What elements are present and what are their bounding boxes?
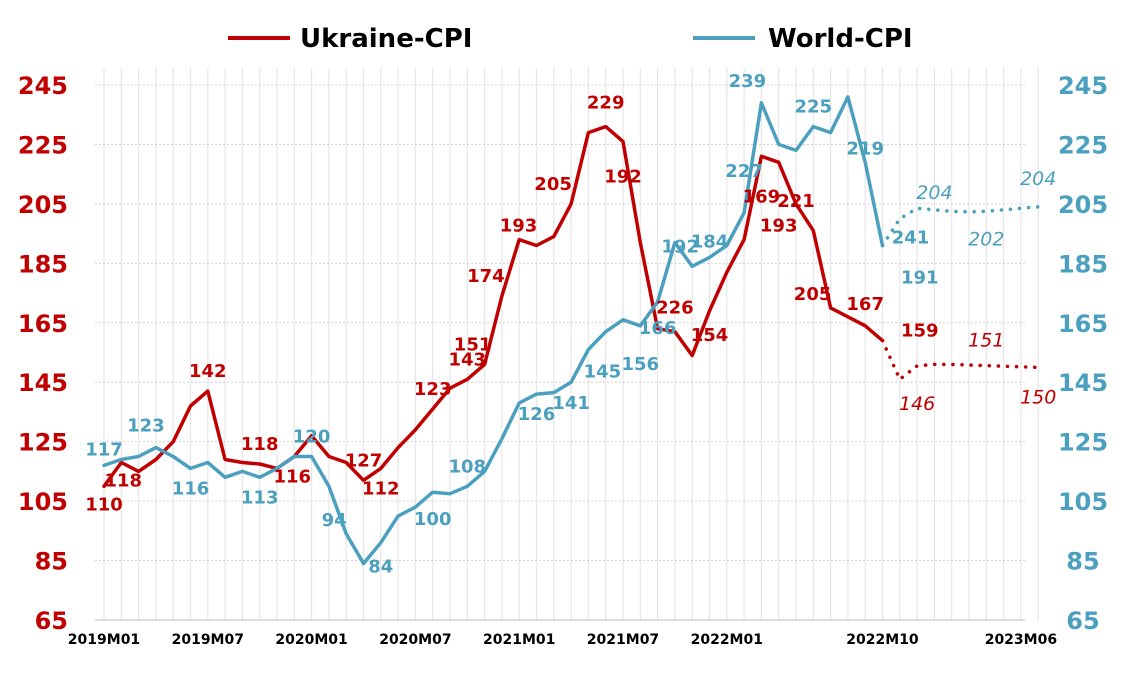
data-label-ukraine: 167 <box>846 294 884 315</box>
left-y-tick-label: 125 <box>18 429 68 457</box>
right-y-tick-label: 125 <box>1058 429 1108 457</box>
data-label-ukraine: 226 <box>656 298 694 319</box>
forecast-label-ukraine: 150 <box>1020 386 1056 408</box>
data-label-ukraine: 118 <box>241 434 279 455</box>
data-label-ukraine: 143 <box>449 349 487 370</box>
data-label-ukraine: 154 <box>691 325 729 346</box>
data-label-world: 113 <box>241 487 279 508</box>
data-labels: 1101181421181161271121231431511741932052… <box>85 71 1056 578</box>
data-label-ukraine: 169 <box>743 186 781 207</box>
left-y-tick-label: 205 <box>18 191 68 219</box>
data-label-ukraine: 193 <box>500 216 538 237</box>
forecast-label-ukraine: 146 <box>899 393 935 415</box>
data-label-ukraine: 205 <box>794 284 832 305</box>
left-y-tick-label: 165 <box>18 310 68 338</box>
data-label-world: 123 <box>127 416 165 437</box>
data-label-world: 117 <box>85 439 123 460</box>
data-label-ukraine: 118 <box>105 470 143 491</box>
right-y-tick-label: 65 <box>1066 607 1099 635</box>
legend: Ukraine-CPI World-CPI <box>228 24 913 54</box>
data-label-ukraine: 151 <box>454 334 492 355</box>
data-label-ukraine: 110 <box>85 494 123 515</box>
data-label-world: 184 <box>691 231 729 252</box>
forecast-label-world: 204 <box>1020 168 1056 190</box>
x-tick-label: 2019M07 <box>172 632 244 648</box>
legend-label-world: World-CPI <box>768 24 913 54</box>
forecast-line-world <box>880 205 1040 248</box>
left-y-tick-label: 65 <box>35 607 68 635</box>
data-label-ukraine: 192 <box>604 166 642 187</box>
data-label-ukraine: 112 <box>362 478 400 499</box>
x-tick-label: 2022M01 <box>691 632 763 648</box>
data-label-world: 145 <box>584 362 622 383</box>
data-label-ukraine: 116 <box>274 467 312 488</box>
right-y-tick-label: 145 <box>1058 369 1108 397</box>
data-label-ukraine: 205 <box>534 174 572 195</box>
data-label-ukraine: 123 <box>414 379 452 400</box>
data-label-ukraine: 221 <box>777 191 815 212</box>
data-label-world: 84 <box>368 557 393 578</box>
data-label-world: 126 <box>518 404 556 425</box>
data-label-ukraine: 229 <box>587 93 625 114</box>
left-y-tick-label: 85 <box>35 548 68 576</box>
right-y-tick-label: 185 <box>1058 250 1108 278</box>
forecast-label-ukraine: 151 <box>968 330 1004 352</box>
left-y-tick-label: 145 <box>18 369 68 397</box>
data-label-world: 116 <box>172 478 210 499</box>
x-tick-label: 2020M01 <box>275 632 347 648</box>
data-label-ukraine: 159 <box>901 321 939 342</box>
right-y-tick-label: 85 <box>1066 548 1099 576</box>
data-label-world: 219 <box>846 138 884 159</box>
left-y-axis: 245 225 205 185 165 145 125 105 85 65 <box>18 72 68 635</box>
data-label-ukraine: 174 <box>467 266 505 287</box>
right-y-axis: 245 225 205 185 165 145 125 105 85 65 <box>1058 72 1108 635</box>
forecast-line-ukraine <box>880 338 1040 383</box>
data-label-ukraine: 142 <box>189 361 227 382</box>
x-axis: 2019M01 2019M07 2020M01 2020M07 2021M01 2021M… <box>68 632 1057 648</box>
series-line-ukraine <box>102 124 885 489</box>
right-y-tick-label: 165 <box>1058 310 1108 338</box>
x-tick-label: 2021M01 <box>483 632 555 648</box>
left-y-tick-label: 245 <box>18 72 68 100</box>
data-label-world: 94 <box>322 510 347 531</box>
left-y-tick-label: 225 <box>18 131 68 159</box>
right-y-tick-label: 245 <box>1058 72 1108 100</box>
data-label-world: 166 <box>639 318 677 339</box>
x-tick-label: 2021M07 <box>587 632 659 648</box>
forecast-label-world: 204 <box>916 182 952 204</box>
right-y-tick-label: 105 <box>1058 488 1108 516</box>
data-label-world: 141 <box>552 393 590 414</box>
data-label-world: 191 <box>901 268 939 289</box>
data-label-world: 239 <box>729 71 767 92</box>
data-label-ukraine: 127 <box>345 450 383 471</box>
x-tick-label: 2023M06 <box>985 632 1057 648</box>
legend-label-ukraine: Ukraine-CPI <box>300 24 472 54</box>
data-label-world: 241 <box>892 228 930 249</box>
forecast-label-world: 202 <box>968 228 1004 250</box>
data-label-world: 100 <box>414 509 452 530</box>
data-label-world: 120 <box>293 427 331 448</box>
data-label-world: 108 <box>449 456 487 477</box>
series-line-world <box>102 95 885 566</box>
data-label-world: 156 <box>622 354 660 375</box>
data-label-world: 192 <box>661 236 699 257</box>
grid-lines <box>95 68 1039 621</box>
data-label-world: 227 <box>725 161 763 182</box>
left-y-tick-label: 105 <box>18 488 68 516</box>
data-label-ukraine: 193 <box>760 215 798 236</box>
x-tick-label: 2020M07 <box>379 632 451 648</box>
right-y-tick-label: 225 <box>1058 131 1108 159</box>
right-y-tick-label: 205 <box>1058 191 1108 219</box>
left-y-tick-label: 185 <box>18 250 68 278</box>
x-tick-label: 2019M01 <box>68 632 140 648</box>
x-tick-label: 2022M10 <box>846 632 919 648</box>
data-label-world: 225 <box>795 97 833 118</box>
series-lines <box>102 95 1040 566</box>
